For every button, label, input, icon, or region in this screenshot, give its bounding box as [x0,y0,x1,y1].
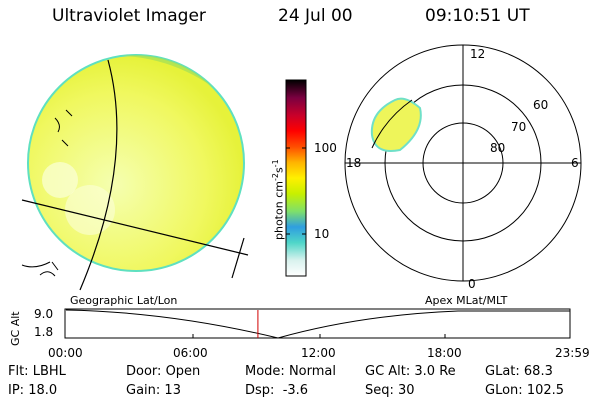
timeline-xtick-2: 12:00 [301,346,336,360]
colorbar-tick-100: 100 [314,141,337,155]
timeline-xtick-4: 23:59 [555,346,590,360]
info-door: Door: Open [126,364,201,379]
info-filter: Flt: LBHL [8,364,66,379]
lat-label-70: 70 [511,120,527,134]
timeline-xtick-1: 06:00 [173,346,208,360]
date-label: 24 Jul 00 [278,6,353,26]
info-gain: Gain: 13 [126,383,181,398]
timeline-xtick-0: 00:00 [48,346,83,360]
aurora-blob [370,97,422,152]
latitude-line [21,199,249,256]
mlt-label-12: 12 [470,47,486,61]
mlt-label-6: 6 [571,156,579,170]
timeline-ytick-max: 9.0 [34,307,54,321]
info-glat: GLat: 68.3 [485,364,553,379]
mlt-label-0: 0 [468,277,476,291]
timeline-right-label: Apex MLat/MLT [425,294,508,307]
coastline-2 [54,109,73,147]
info-seq: Seq: 30 [365,383,415,398]
app-title: Ultraviolet Imager [52,6,206,26]
colorbar-tick-10: 10 [314,227,330,241]
info-mode: Mode: Normal [245,364,336,379]
time-label: 09:10:51 UT [425,6,530,26]
lat-label-80: 80 [490,141,506,155]
meridian-line [79,59,118,291]
coastline [21,261,59,277]
info-gc-alt: GC Alt: 3.0 Re [365,364,456,379]
timeline-ytick-min: 1.8 [34,325,54,339]
info-ip: IP: 18.0 [8,383,58,398]
colorbar [285,79,307,277]
altitude-curve [65,309,570,339]
lat-label-60: 60 [533,98,549,112]
timeline-left-label: Geographic Lat/Lon [70,294,178,307]
mlt-label-18: 18 [346,156,362,170]
info-dsp: Dsp: -3.6 [245,383,309,398]
timeline-xtick-3: 18:00 [427,346,462,360]
info-glon: GLon: 102.5 [485,383,565,398]
